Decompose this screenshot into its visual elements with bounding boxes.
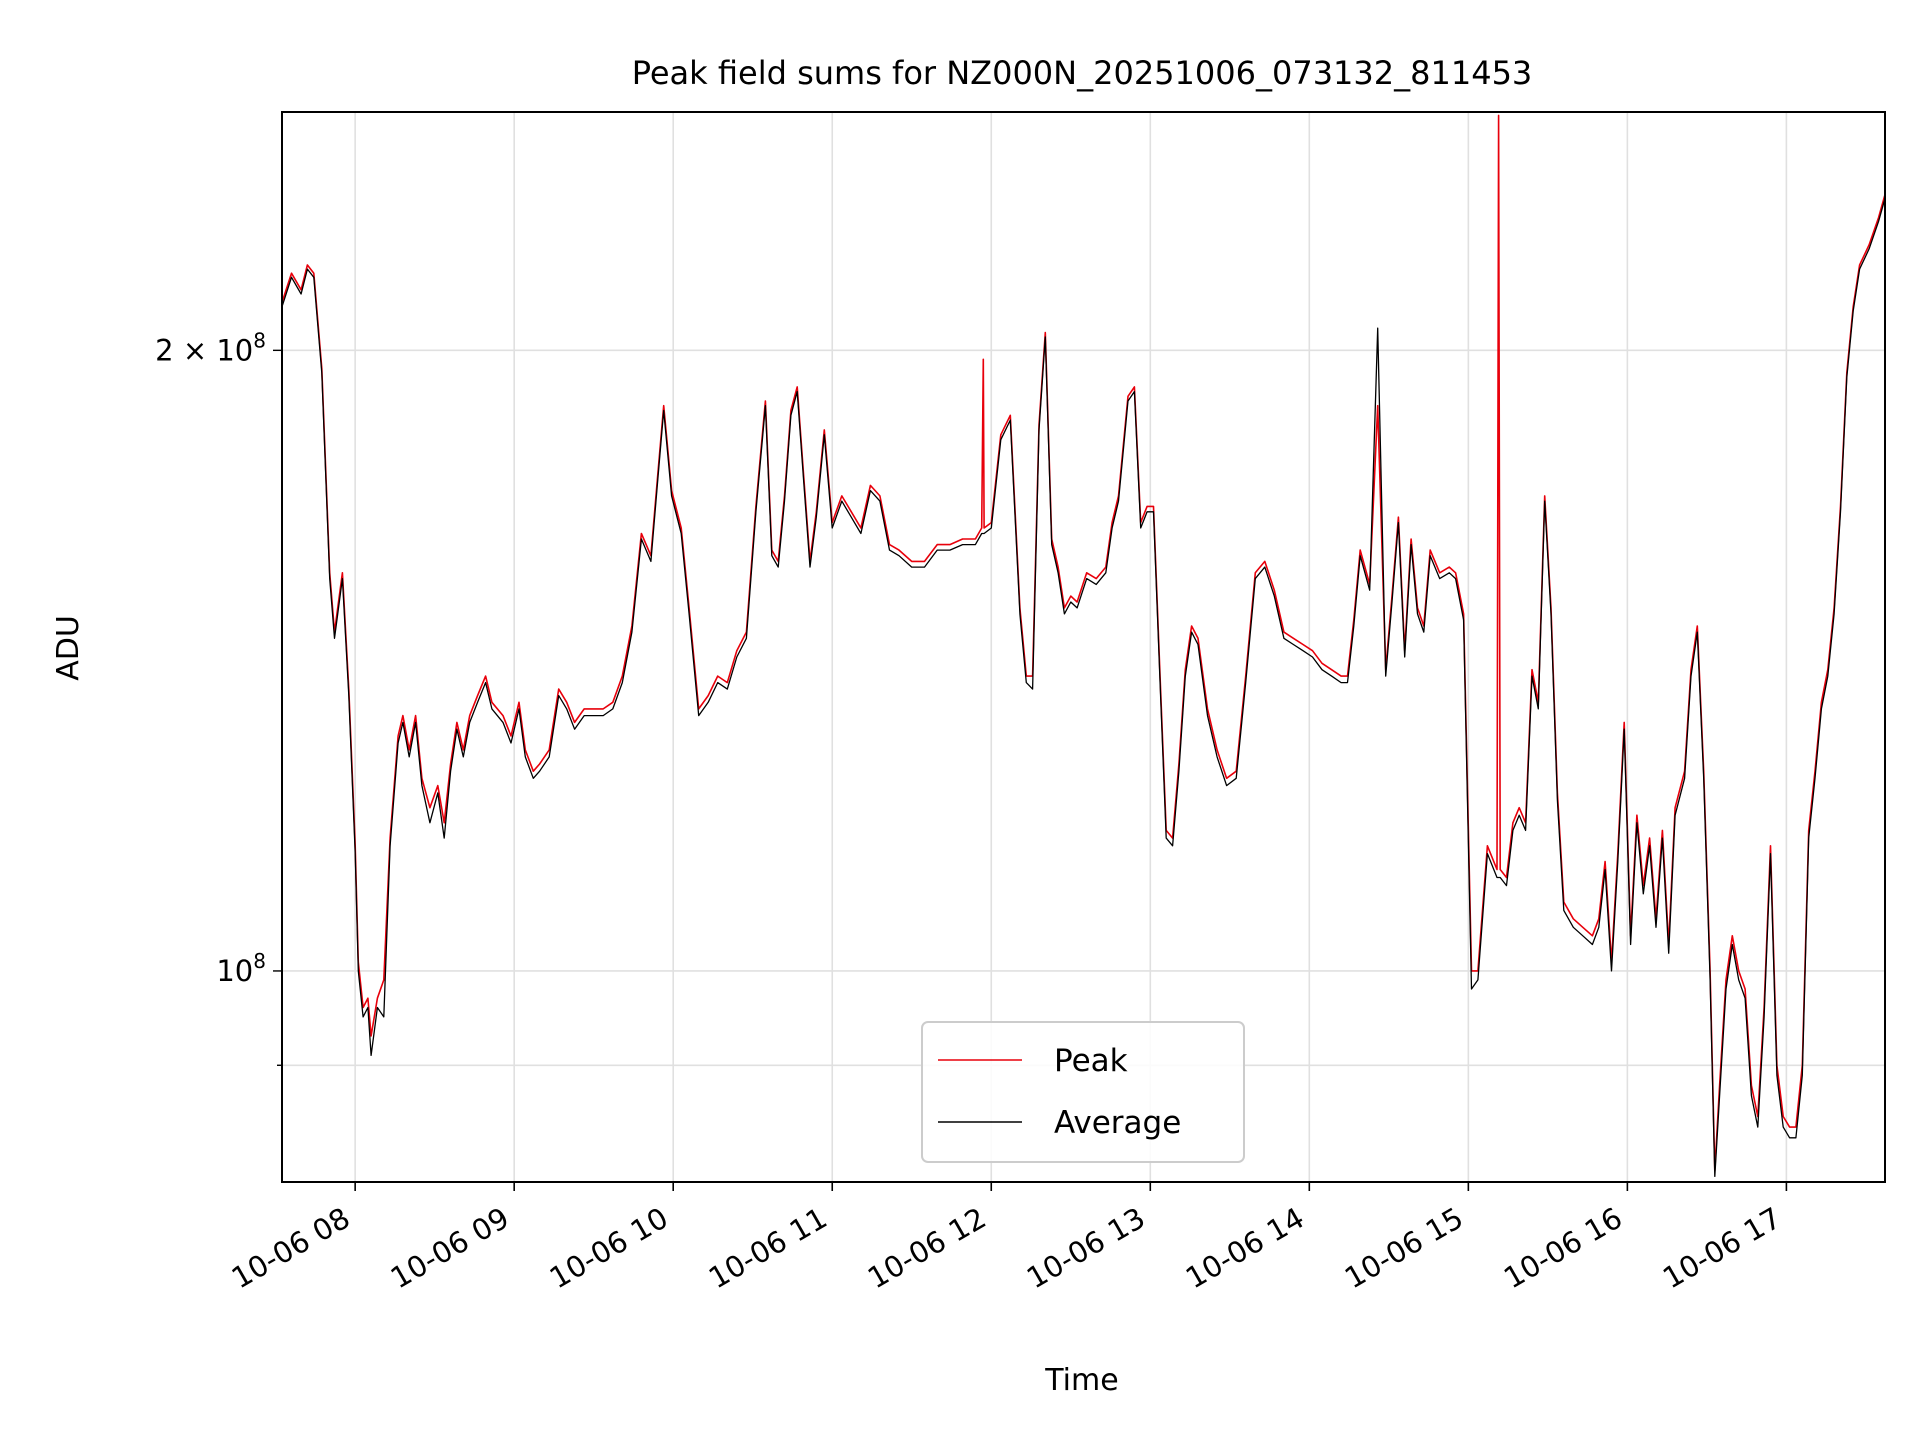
legend-label-peak: Peak bbox=[1054, 1043, 1128, 1079]
legend-label-average: Average bbox=[1054, 1105, 1181, 1141]
legend: Peak Average bbox=[921, 1021, 1245, 1163]
plot-frame bbox=[281, 111, 1886, 1183]
y-tick-label: 108 bbox=[216, 949, 266, 988]
y-tick-label: 2 × 108 bbox=[155, 328, 266, 367]
legend-box bbox=[921, 1021, 1245, 1163]
chart-title: Peak field sums for NZ000N_20251006_0731… bbox=[632, 54, 1533, 92]
series-line-average bbox=[282, 198, 1885, 1178]
y-axis-label: ADU bbox=[51, 615, 86, 681]
grid-layer bbox=[282, 112, 1885, 1182]
x-axis-label: Time bbox=[1044, 1363, 1118, 1398]
series-layer bbox=[282, 114, 1885, 1178]
